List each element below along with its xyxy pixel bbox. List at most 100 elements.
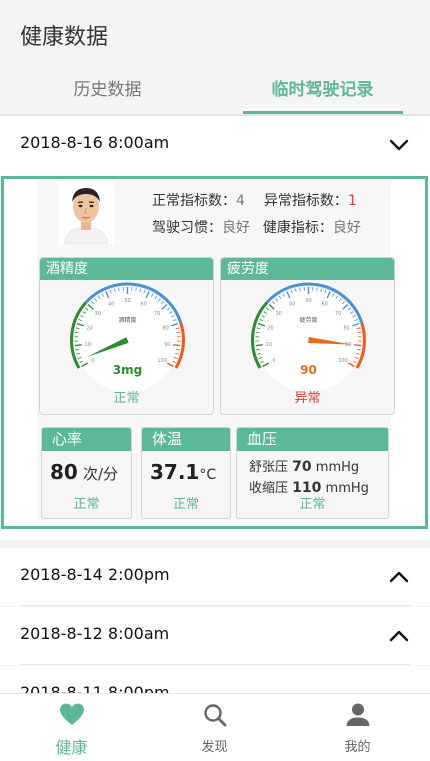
gauge-tick bbox=[82, 311, 86, 314]
gauge-tick bbox=[176, 348, 180, 351]
fatigue-status: 异常 bbox=[294, 391, 321, 406]
gauge-tick bbox=[90, 301, 94, 305]
gauge-tick bbox=[256, 348, 260, 351]
gauge-tick bbox=[342, 304, 349, 310]
gauge-tick-label: 10 bbox=[85, 342, 91, 348]
gauge-tick bbox=[257, 352, 261, 355]
gauge-tick bbox=[173, 344, 181, 347]
gauge-tick bbox=[335, 295, 339, 299]
gauge-tick bbox=[326, 291, 331, 299]
gauge-tick-label: 30 bbox=[276, 311, 282, 317]
gauge-tick-label: 70 bbox=[335, 311, 341, 317]
gauge-tick bbox=[347, 362, 355, 368]
gauge-tick bbox=[356, 352, 360, 355]
gauge-tick-label: 50 bbox=[305, 298, 311, 304]
gauge-tick-label: 90 bbox=[345, 342, 351, 348]
gauge-tick bbox=[97, 295, 101, 299]
heart-rate-unit: 次/分 bbox=[82, 465, 118, 483]
gauge-needle bbox=[308, 337, 353, 345]
gauge-tick-label: 40 bbox=[289, 301, 295, 307]
habit-value: 良好 bbox=[222, 220, 250, 236]
tab-temp-driving[interactable]: 临时驾驶记录 bbox=[271, 80, 374, 100]
gauge-tick bbox=[169, 311, 173, 314]
diastolic-unit: mmHg bbox=[315, 460, 360, 475]
gauge-value: 3mg bbox=[113, 363, 142, 377]
gauge-tick bbox=[74, 344, 82, 347]
gauge-tick bbox=[256, 327, 261, 330]
record-row[interactable]: 2018-8-12 8:00am bbox=[0, 607, 430, 665]
chevron-up-icon[interactable] bbox=[388, 566, 410, 588]
heart-rate-card: 心率 80 次/分 正常 bbox=[41, 427, 132, 519]
habit-health-line: 驾驶习惯：良好 健康指标：良好 bbox=[152, 217, 361, 237]
gauge-tick bbox=[157, 298, 161, 302]
gauge-tick bbox=[94, 298, 98, 302]
gauge-arc bbox=[265, 282, 364, 324]
gauge-arc bbox=[355, 322, 366, 369]
heart-rate-title: 心率 bbox=[42, 428, 131, 451]
gauge-tick bbox=[145, 291, 150, 299]
temperature-card: 体温 37.1°C 正常 bbox=[141, 427, 231, 519]
fatigue-gauge: 0 10 20 30 40 50 60 70 80 90 100 疲劳度 90 bbox=[251, 282, 366, 392]
nav-mine[interactable]: 我的 bbox=[286, 694, 429, 761]
gauge-tick bbox=[172, 360, 176, 363]
divider bbox=[0, 114, 430, 116]
gauge-tick bbox=[175, 352, 179, 355]
record-row[interactable]: 2018-8-14 2:00pm bbox=[0, 548, 430, 606]
nav-discover-label: 发现 bbox=[201, 740, 228, 755]
gauge-tick bbox=[353, 360, 357, 363]
gauge-arc bbox=[251, 301, 269, 369]
gauge-tick bbox=[294, 288, 297, 293]
nav-discover[interactable]: 发现 bbox=[143, 694, 286, 761]
gauge-tick-label: 50 bbox=[124, 298, 130, 304]
normal-count-label: 正常指标数： bbox=[152, 193, 236, 209]
gauge-tick bbox=[275, 298, 279, 302]
gauge-tick bbox=[101, 293, 105, 297]
gauge-tick bbox=[161, 304, 168, 310]
record-row[interactable]: 2018-8-16 8:00am bbox=[0, 116, 430, 174]
app-header: 健康数据 bbox=[0, 0, 430, 70]
gauge-tick-label: 20 bbox=[86, 326, 92, 332]
gauge-tick bbox=[352, 315, 356, 318]
gauge-tick bbox=[172, 319, 177, 322]
nav-health-label: 健康 bbox=[55, 738, 88, 757]
gauge-tick bbox=[109, 289, 112, 294]
gauge-tick bbox=[286, 291, 291, 299]
gauge-tick bbox=[352, 322, 360, 327]
search-icon bbox=[204, 704, 227, 727]
gauge-tick bbox=[154, 295, 158, 299]
tab-bar: 历史数据 临时驾驶记录 bbox=[0, 70, 430, 116]
gauge-tick bbox=[75, 327, 80, 330]
gauge-tick bbox=[324, 289, 327, 294]
alcohol-title: 酒精度 bbox=[40, 258, 213, 280]
abnormal-count: 1 bbox=[347, 193, 357, 209]
gauge-tick-label: 70 bbox=[154, 311, 160, 317]
temperature-title: 体温 bbox=[142, 428, 230, 451]
gauge-tick-label: 20 bbox=[267, 326, 273, 332]
gauge-tick bbox=[166, 307, 170, 311]
gauge-tick bbox=[282, 293, 286, 297]
blood-pressure-title: 血压 bbox=[237, 428, 388, 451]
chevron-down-icon[interactable] bbox=[388, 134, 410, 156]
gauge-tick bbox=[257, 322, 265, 327]
tab-history[interactable]: 历史数据 bbox=[73, 80, 142, 100]
gauge-arc bbox=[70, 301, 88, 369]
gauge-tick bbox=[255, 344, 263, 347]
gauge-tick bbox=[342, 301, 346, 305]
gauge-tick bbox=[260, 360, 264, 363]
gauge-tick bbox=[166, 362, 174, 368]
blood-pressure-card: 血压 舒张压 70 mmHg 收缩压 110 mmHg 正常 bbox=[236, 427, 389, 519]
gauge-tick bbox=[262, 362, 270, 368]
gauge-tick bbox=[76, 352, 80, 355]
systolic-label: 收缩压 bbox=[249, 481, 289, 496]
health-label: 健康指标： bbox=[262, 220, 333, 236]
chevron-up-icon[interactable] bbox=[388, 625, 410, 647]
gauge-tick bbox=[258, 356, 263, 359]
gauge-tick bbox=[290, 289, 293, 294]
heart-rate-value: 80 bbox=[50, 460, 78, 484]
gauge-tick bbox=[268, 304, 275, 310]
gauge-tick bbox=[261, 315, 265, 318]
nav-health[interactable]: 健康 bbox=[0, 694, 143, 761]
page-title: 健康数据 bbox=[20, 25, 109, 50]
fatigue-title: 疲劳度 bbox=[221, 258, 394, 280]
gauge-tick bbox=[85, 307, 89, 311]
